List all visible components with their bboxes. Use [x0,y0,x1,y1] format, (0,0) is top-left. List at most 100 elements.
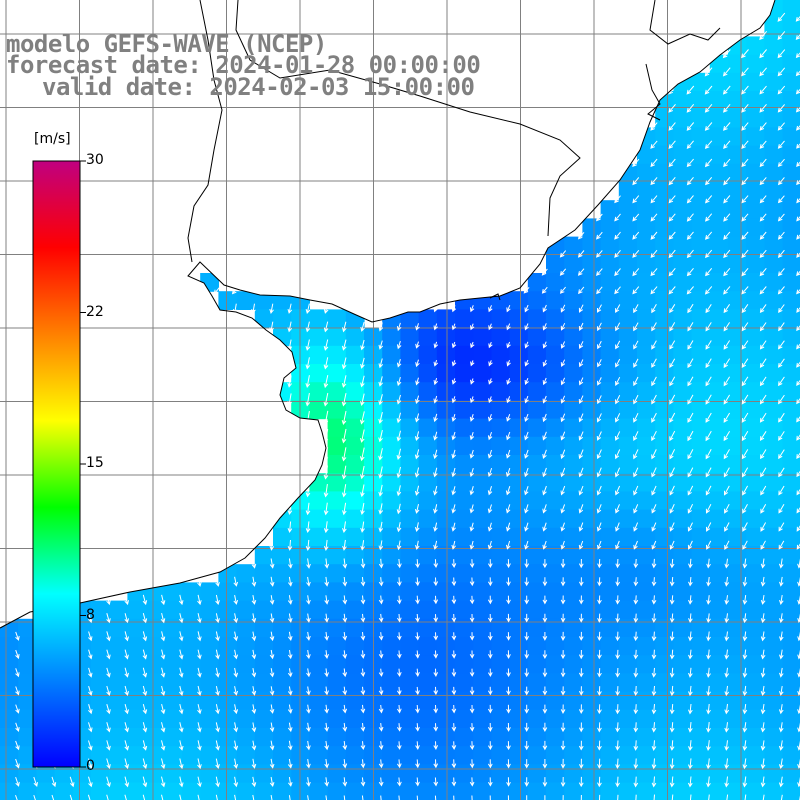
land-area [0,0,775,628]
wind-arrow [324,759,329,769]
wind-speed-cell [546,618,565,638]
wind-arrow [578,686,584,696]
wind-speed-cell [655,182,674,201]
wind-speed-cell [582,746,602,765]
wind-speed-cell [345,728,365,747]
wind-speed-cell [182,709,201,729]
wind-arrow [706,685,711,697]
wind-arrow [760,522,767,532]
wind-speed-cell [673,145,693,165]
wind-arrow [287,758,293,769]
wind-arrow [160,740,166,751]
wind-arrow [669,467,675,478]
wind-arrow [705,231,713,240]
wind-arrow [469,504,475,514]
wind-arrow [651,577,657,587]
wind-arrow [777,358,785,368]
wind-speed-cell [746,309,765,329]
wind-arrow [777,231,785,240]
wind-arrow [378,340,384,350]
colorbar-ticks [80,160,86,768]
wind-speed-cell [782,291,800,310]
wind-arrow [560,504,566,514]
wind-arrow [669,776,675,788]
wind-speed-cell [382,345,401,365]
wind-arrow [542,304,547,313]
wind-speed-cell [436,618,456,638]
wind-arrow [596,467,602,478]
wind-arrow [305,357,311,370]
wind-arrow [469,305,475,313]
wind-speed-cell [400,309,420,329]
wind-arrow [632,213,640,222]
wind-arrow [396,394,402,405]
wind-speed-cell [254,291,274,310]
wind-speed-cell [491,655,511,674]
wind-arrow [542,668,548,678]
wind-speed-cell [782,364,800,383]
wind-arrow [542,577,548,587]
wind-arrow [706,649,711,660]
wind-speed-cell [382,436,401,456]
wind-arrow [560,740,566,751]
wind-arrow [615,776,620,788]
wind-speed-cell [655,655,674,674]
wind-arrow [705,503,712,514]
wind-arrow [724,667,730,678]
wind-arrow [324,558,330,569]
wind-speed-cell [91,782,110,800]
wind-speed-cell [655,582,674,602]
wind-speed-cell [455,400,474,420]
wind-speed-cell [509,527,529,547]
wind-speed-cell [163,764,183,784]
wind-speed-cell [582,691,602,711]
wind-arrow [306,686,311,696]
wind-arrow [741,267,749,277]
wind-speed-cell [764,382,784,401]
wind-arrow [759,49,767,59]
wind-speed-cell [782,54,800,74]
wind-arrow [596,522,602,532]
wind-arrow [650,158,658,168]
wind-speed-cell [637,163,656,183]
wind-speed-cell [309,782,329,800]
wind-speed-cell [455,637,474,656]
wind-speed-cell [473,782,492,800]
wind-arrow [359,411,365,425]
wind-arrow [451,413,457,422]
wind-arrow [487,449,493,459]
wind-arrow [269,722,275,733]
wind-speed-cell [746,527,765,547]
wind-arrow [615,667,621,678]
wind-arrow [215,776,220,788]
wind-speed-cell [382,418,401,438]
wind-speed-cell [709,728,729,747]
wind-speed-cell [291,582,310,602]
wind-speed-cell [728,782,747,800]
wind-speed-cell [600,327,620,347]
wind-arrow [687,430,694,442]
wind-speed-cell [673,582,693,602]
wind-arrow [760,595,766,605]
wind-speed-cell [309,618,329,638]
wind-arrow [233,776,239,788]
wind-arrow [578,359,584,368]
wind-arrow [615,758,620,770]
wind-arrow [506,396,511,404]
wind-arrow [669,613,675,623]
wind-speed-cell [382,473,401,492]
wind-speed-cell [91,728,110,747]
wind-speed-cell [291,600,310,620]
wind-arrow [287,668,293,678]
wind-speed-cell [764,746,784,765]
wind-speed-cell [764,345,784,365]
wind-arrow [760,758,766,770]
wind-arrow [124,776,130,788]
wind-arrow [232,303,238,314]
wind-speed-cell [455,600,474,620]
wind-arrow [706,576,711,587]
wind-arrow [415,577,420,587]
wind-speed-cell [709,655,729,674]
wind-arrow [469,559,475,569]
wind-speed-cell [291,327,310,347]
